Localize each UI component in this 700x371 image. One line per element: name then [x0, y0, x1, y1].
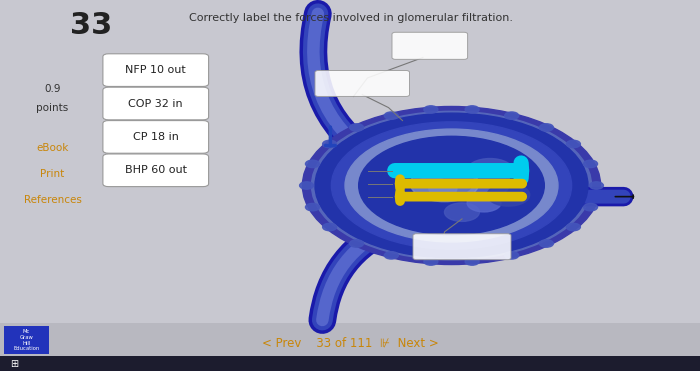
Circle shape	[505, 112, 519, 119]
Text: BHP 60 out: BHP 60 out	[125, 165, 187, 175]
Circle shape	[566, 223, 580, 231]
FancyBboxPatch shape	[103, 121, 209, 153]
Circle shape	[421, 195, 453, 211]
Text: 0.9: 0.9	[44, 84, 61, 94]
Text: COP 32 in: COP 32 in	[128, 99, 183, 108]
Text: Print: Print	[41, 170, 64, 179]
FancyBboxPatch shape	[4, 326, 49, 354]
Circle shape	[315, 113, 588, 258]
Circle shape	[424, 106, 438, 113]
FancyBboxPatch shape	[103, 54, 209, 86]
Circle shape	[302, 106, 601, 265]
Text: ⊞: ⊞	[10, 359, 18, 368]
Circle shape	[465, 106, 479, 113]
Text: points: points	[36, 103, 69, 112]
Circle shape	[465, 258, 479, 265]
Text: 33: 33	[70, 11, 112, 40]
FancyBboxPatch shape	[0, 323, 700, 371]
Circle shape	[430, 165, 463, 182]
Circle shape	[429, 181, 457, 196]
FancyBboxPatch shape	[392, 32, 468, 59]
Circle shape	[358, 136, 545, 235]
Circle shape	[414, 166, 473, 197]
Circle shape	[540, 240, 554, 247]
Text: CP 18 in: CP 18 in	[133, 132, 178, 142]
Circle shape	[452, 168, 510, 198]
Circle shape	[487, 184, 530, 206]
Circle shape	[383, 169, 410, 184]
Circle shape	[384, 252, 398, 259]
Circle shape	[331, 122, 572, 249]
Circle shape	[323, 140, 337, 148]
Circle shape	[300, 182, 314, 189]
FancyBboxPatch shape	[103, 87, 209, 120]
Text: < Prev    33 of 111  ⊮  Next >: < Prev 33 of 111 ⊮ Next >	[262, 336, 438, 350]
Circle shape	[345, 129, 558, 242]
Circle shape	[410, 165, 479, 202]
Circle shape	[584, 203, 598, 211]
Circle shape	[305, 203, 319, 211]
Circle shape	[467, 194, 501, 212]
Circle shape	[443, 170, 473, 185]
Circle shape	[413, 177, 450, 197]
Circle shape	[323, 223, 337, 231]
Circle shape	[584, 160, 598, 168]
Circle shape	[589, 182, 603, 189]
Text: eBook: eBook	[36, 144, 69, 153]
Circle shape	[312, 111, 592, 260]
Circle shape	[444, 203, 480, 221]
Text: Correctly label the forces involved in glomerular filtration.: Correctly label the forces involved in g…	[189, 13, 513, 23]
FancyBboxPatch shape	[0, 356, 28, 371]
Circle shape	[424, 258, 438, 265]
Text: References: References	[24, 196, 81, 205]
Text: NFP 10 out: NFP 10 out	[125, 65, 186, 75]
Circle shape	[467, 158, 514, 183]
Circle shape	[349, 240, 363, 247]
FancyBboxPatch shape	[315, 70, 410, 96]
Circle shape	[566, 140, 580, 148]
Circle shape	[349, 124, 363, 131]
Circle shape	[505, 252, 519, 259]
FancyBboxPatch shape	[0, 356, 700, 371]
Text: Mc
Graw
Hill
Education: Mc Graw Hill Education	[13, 329, 40, 351]
FancyBboxPatch shape	[413, 234, 511, 260]
FancyBboxPatch shape	[103, 154, 209, 187]
Circle shape	[384, 112, 398, 119]
Circle shape	[305, 160, 319, 168]
Circle shape	[540, 124, 554, 131]
